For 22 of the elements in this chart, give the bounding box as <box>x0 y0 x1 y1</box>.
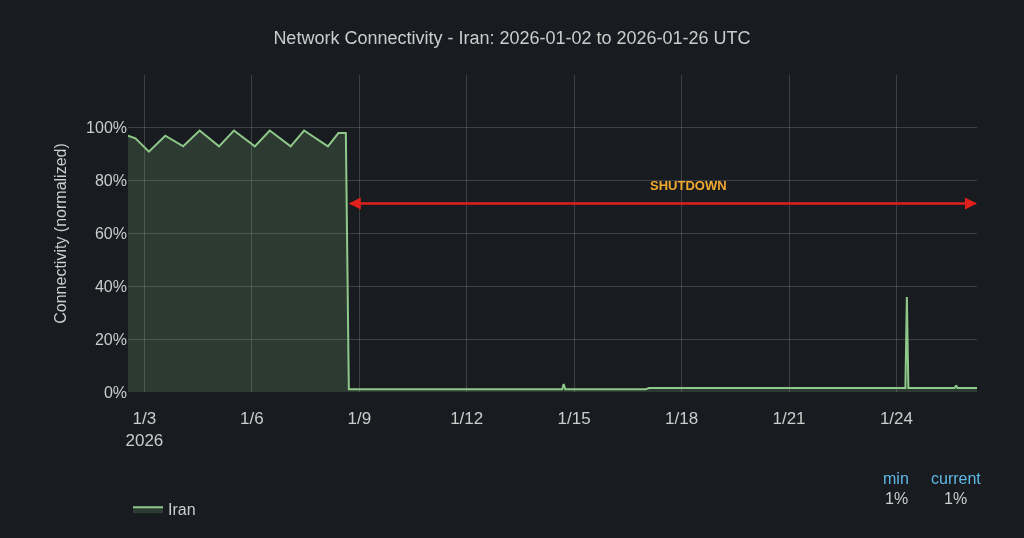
x-tick-label: 1/6 <box>240 409 264 428</box>
y-tick-label: 0% <box>103 383 127 401</box>
x-tick-label: 1/12 <box>450 409 484 428</box>
x-tick-label: 1/21 <box>772 409 806 428</box>
text: 1% <box>885 490 909 507</box>
x-tick-label: 1/15 <box>557 409 591 428</box>
text: 1% <box>944 490 968 507</box>
chart-title: Network Connectivity - Iran: 2026-01-02 to 2026-01-26 UTC <box>273 27 751 48</box>
y-tick-label: 100% <box>86 119 127 137</box>
x-tick-label: 1/3 2026 <box>125 409 164 451</box>
y-tick-label: 40% <box>94 277 127 295</box>
y-tick-label: 60% <box>94 225 127 243</box>
annotation: SHUTDOWN <box>650 178 727 193</box>
text: current <box>931 470 982 487</box>
x-tick-label: 1/9 <box>347 409 372 428</box>
y-tick-label: 80% <box>94 172 127 190</box>
y-tick-label: 20% <box>94 330 127 348</box>
x-tick-label: 1/18 <box>665 409 699 428</box>
x-tick-label: 1/24 <box>879 409 913 428</box>
legend-label: Iran <box>168 501 196 519</box>
y-axis-title: Connectivity (normalized) <box>51 143 69 324</box>
text: min <box>883 470 909 487</box>
